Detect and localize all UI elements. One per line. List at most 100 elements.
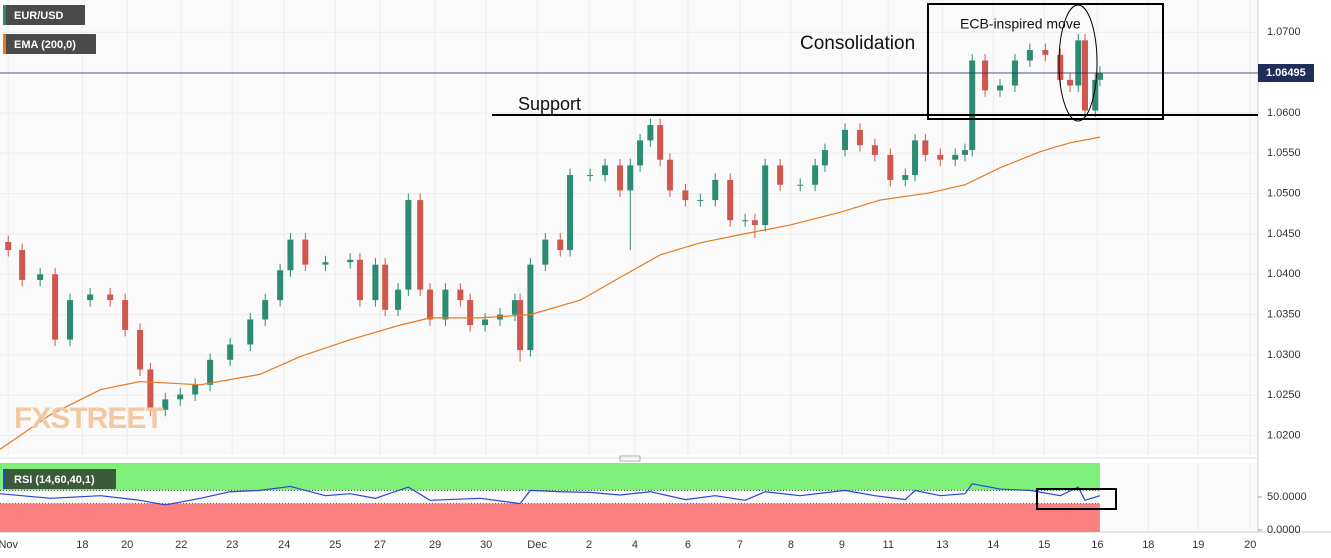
- y-tick-label: 1.0700: [1267, 26, 1301, 38]
- y-tick-label: 1.0400: [1267, 268, 1301, 280]
- annotation: Consolidation: [800, 33, 915, 54]
- candle-body: [602, 165, 609, 176]
- candle-body: [712, 179, 719, 201]
- candle-body: [1081, 40, 1088, 111]
- rsi-upper-zone: [0, 463, 1100, 491]
- candle-body: [797, 184, 804, 186]
- candle-body: [5, 242, 12, 251]
- candle-body: [887, 154, 894, 180]
- candle-body: [322, 262, 329, 265]
- x-tick-label: 30: [480, 539, 492, 551]
- y-tick-label: 1.0300: [1267, 349, 1301, 361]
- candle-body: [356, 259, 363, 301]
- candle-body: [821, 150, 828, 166]
- candle-body: [426, 289, 433, 320]
- y-tick-label: 1.0200: [1267, 430, 1301, 442]
- y-tick-label: 50.0000: [1267, 491, 1307, 503]
- candle-body: [982, 60, 989, 91]
- legend-swatch: [3, 5, 6, 25]
- candle-body: [856, 129, 863, 146]
- x-tick-label: 9: [839, 539, 845, 551]
- x-tick-label: 20: [121, 539, 133, 551]
- candle-body: [937, 154, 944, 160]
- price-badge: [1258, 64, 1314, 83]
- x-tick-label: 8: [788, 539, 794, 551]
- candle-body: [1067, 79, 1074, 86]
- legend-label: EUR/USD: [14, 10, 64, 22]
- candle-body: [557, 239, 564, 251]
- x-tick-label: 27: [374, 539, 386, 551]
- x-tick-label: 25: [329, 539, 341, 551]
- candle-body: [247, 319, 254, 345]
- candle-body: [517, 300, 524, 351]
- legend-label: EMA (200,0): [14, 39, 76, 51]
- y-tick-label: 1.0550: [1267, 147, 1301, 159]
- candle-body: [812, 165, 819, 185]
- candle-body: [657, 125, 664, 160]
- resize-handle[interactable]: [619, 455, 641, 462]
- rsi-zones: [0, 463, 1100, 532]
- candle-body: [262, 300, 269, 320]
- candle-body: [277, 270, 284, 301]
- annotation: ECB-inspired move: [960, 16, 1081, 32]
- candle-body: [1075, 40, 1082, 86]
- candle-body: [527, 264, 534, 351]
- x-tick-label: 15: [1038, 539, 1050, 551]
- rsi-box: [1036, 488, 1117, 510]
- candle-body: [616, 165, 623, 191]
- x-tick-label: Nov: [0, 539, 19, 551]
- legend-swatch: [3, 469, 6, 489]
- x-tick-label: 22: [175, 539, 187, 551]
- candle-body: [192, 384, 199, 395]
- candle-body: [405, 200, 412, 290]
- x-tick-label: 24: [278, 539, 290, 551]
- x-tick-label: 19: [1192, 539, 1204, 551]
- legend-box[interactable]: [3, 34, 96, 54]
- x-tick-label: 4: [632, 539, 638, 551]
- candle-body: [952, 154, 959, 160]
- candle-body: [1092, 79, 1099, 111]
- x-tick-label: 14: [987, 539, 999, 551]
- price-badge-label: 1.06495: [1266, 67, 1306, 79]
- ecb-ellipse: [1058, 4, 1098, 122]
- candle-body: [727, 179, 734, 221]
- candle-body: [542, 239, 549, 265]
- legend-box[interactable]: [3, 5, 85, 25]
- y-tick-label: 1.0500: [1267, 188, 1301, 200]
- x-tick-label: 6: [685, 539, 691, 551]
- candle-body: [682, 190, 689, 201]
- x-tick-label: 16: [1091, 539, 1103, 551]
- candle-body: [382, 264, 389, 310]
- candle-body: [587, 175, 594, 177]
- candle-body: [1026, 50, 1033, 61]
- candle-body: [482, 319, 489, 326]
- candle-body: [1042, 50, 1049, 55]
- candle-body: [147, 369, 154, 410]
- legend-box[interactable]: [3, 469, 116, 489]
- candle-body: [647, 125, 654, 141]
- candle-body: [742, 220, 749, 222]
- y-tick-label: 1.0250: [1267, 389, 1301, 401]
- candle-body: [666, 159, 673, 191]
- candle-body: [871, 145, 878, 155]
- candle-body: [162, 399, 169, 410]
- candle-body: [372, 264, 379, 301]
- line-series: [0, 483, 1101, 506]
- candle-body: [997, 85, 1004, 91]
- legend-swatch: [3, 34, 6, 54]
- candle-body: [137, 329, 144, 370]
- candle-body: [347, 259, 354, 263]
- candle-body: [207, 359, 214, 385]
- candle-body: [511, 300, 518, 315]
- candle-body: [842, 129, 849, 151]
- candle-body: [395, 289, 402, 310]
- x-tick-label: 13: [936, 539, 948, 551]
- x-tick-label: Dec: [527, 539, 547, 551]
- candle-body: [19, 250, 26, 280]
- candle-body: [751, 220, 758, 226]
- candle-body: [777, 165, 784, 185]
- y-tick-label: 1.0350: [1267, 309, 1301, 321]
- candle-body: [1096, 73, 1103, 80]
- candle-body: [457, 289, 464, 301]
- consolidation-box: [927, 3, 1164, 120]
